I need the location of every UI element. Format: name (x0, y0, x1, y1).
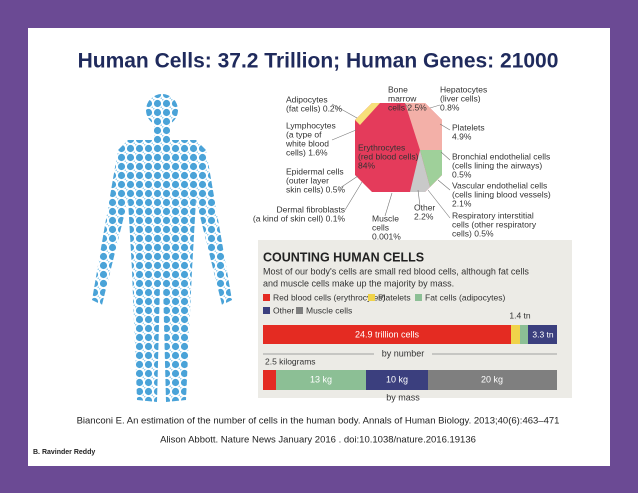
legend-label: Platelets (378, 292, 411, 302)
pie-label: Bronchial endothelial cells (452, 151, 550, 161)
title: Human Cells: 37.2 Trillion; Human Genes:… (78, 50, 559, 73)
pie-label: (a type of (286, 129, 322, 139)
leader-line (331, 129, 357, 141)
bar-label: 20 kg (481, 374, 503, 384)
leader-line (427, 189, 451, 219)
pie-label: Respiratory interstitial (452, 210, 534, 220)
pie-label: (red blood cells) (358, 151, 419, 161)
caption-bg (374, 348, 432, 360)
legend-swatch (368, 294, 375, 301)
leader-line (384, 192, 393, 217)
leader-line (429, 104, 441, 109)
bar-segment (366, 370, 428, 390)
legend-label: Red blood cells (erythrocytes) (273, 292, 386, 302)
pie-slice (355, 103, 380, 125)
legend-label: Muscle cells (306, 305, 352, 315)
pie-label: (fat cells) 0.2% (286, 103, 343, 113)
caption: by mass (386, 392, 420, 402)
pie-label: cells (other respiratory (452, 219, 537, 229)
pie-label: 0.5% (452, 169, 472, 179)
pie-label: cells (372, 222, 389, 232)
leader-line (437, 179, 451, 191)
leader-line (331, 103, 358, 119)
bar-segment (511, 325, 520, 344)
pie-label: skin cells) 0.5% (286, 184, 345, 194)
pie-label: 0.8% (440, 102, 460, 112)
caption: by number (382, 348, 425, 358)
pie-label: Other (414, 202, 435, 212)
pie-label: marrow (388, 93, 417, 103)
bar-label: 1.4 tn (509, 310, 531, 320)
bar-segment (276, 370, 366, 390)
pie-slice (410, 150, 430, 192)
pie-label: 4.9% (452, 131, 472, 141)
pie-label: cells) 1.6% (286, 147, 328, 157)
heading: COUNTING HUMAN CELLS (263, 250, 424, 264)
pie-label: (cells lining the airways) (452, 160, 542, 170)
bar-label: 24.9 trillion cells (355, 329, 420, 339)
pie-label: cells) 0.5% (452, 228, 494, 238)
leader-line (440, 151, 451, 161)
leader-line (344, 181, 363, 211)
bar-segment (520, 325, 528, 344)
pie-label: Vascular endothelial cells (452, 180, 547, 190)
pie-label: (liver cells) (440, 93, 481, 103)
pie-label: (outer layer (286, 175, 329, 185)
bar-label: 3.3 tn (532, 329, 554, 339)
pie-label: 84% (358, 160, 375, 170)
pie-label: Platelets (452, 122, 485, 132)
bar-label: 10 kg (386, 374, 408, 384)
legend-swatch (263, 307, 270, 314)
legend-label: Fat cells (adipocytes) (425, 292, 505, 302)
bar-label: 13 kg (310, 374, 332, 384)
pie-label: white blood (285, 138, 329, 148)
pie-label: (a kind of skin cell) 0.1% (253, 213, 346, 223)
leader-line (439, 123, 451, 131)
pie-label: Adipocytes (286, 94, 328, 104)
pie-label: (cells lining blood vessels) (452, 189, 551, 199)
citation: Bianconi E. An estimation of the number … (77, 416, 560, 427)
citation: Alison Abbott. Nature News January 2016 … (160, 435, 476, 446)
leader-line (417, 189, 421, 207)
bar-segment (263, 370, 276, 390)
pie-label: 2.1% (452, 198, 472, 208)
bar-label: 2.5 kilograms (265, 356, 316, 366)
legend-swatch (415, 294, 422, 301)
leader-line (339, 175, 359, 189)
pie-label: Muscle (372, 213, 399, 223)
legend-swatch (263, 294, 270, 301)
bar-segment (263, 325, 511, 344)
pie-slice (420, 150, 442, 187)
pie-label: Epidermal cells (286, 166, 344, 176)
description: and muscle cells make up the majority by… (263, 278, 454, 288)
pie-label: Hepatocytes (440, 84, 487, 94)
pie-label: 2.2% (414, 211, 434, 221)
leader-line (404, 103, 411, 111)
pie-label: Dermal fibroblasts (277, 204, 346, 214)
bar-segment (428, 370, 557, 390)
legend-swatch (296, 307, 303, 314)
pie-label: Bone (388, 84, 408, 94)
pie-label: Erythrocytes (358, 142, 405, 152)
pie-label: Lymphocytes (286, 120, 336, 130)
author: B. Ravinder Reddy (33, 449, 95, 456)
description: Most of our body's cells are small red b… (263, 266, 529, 276)
bar-segment (528, 325, 557, 344)
pie-label: 0.001% (372, 231, 401, 241)
pie-slice (405, 103, 442, 150)
legend-label: Other (273, 305, 294, 315)
